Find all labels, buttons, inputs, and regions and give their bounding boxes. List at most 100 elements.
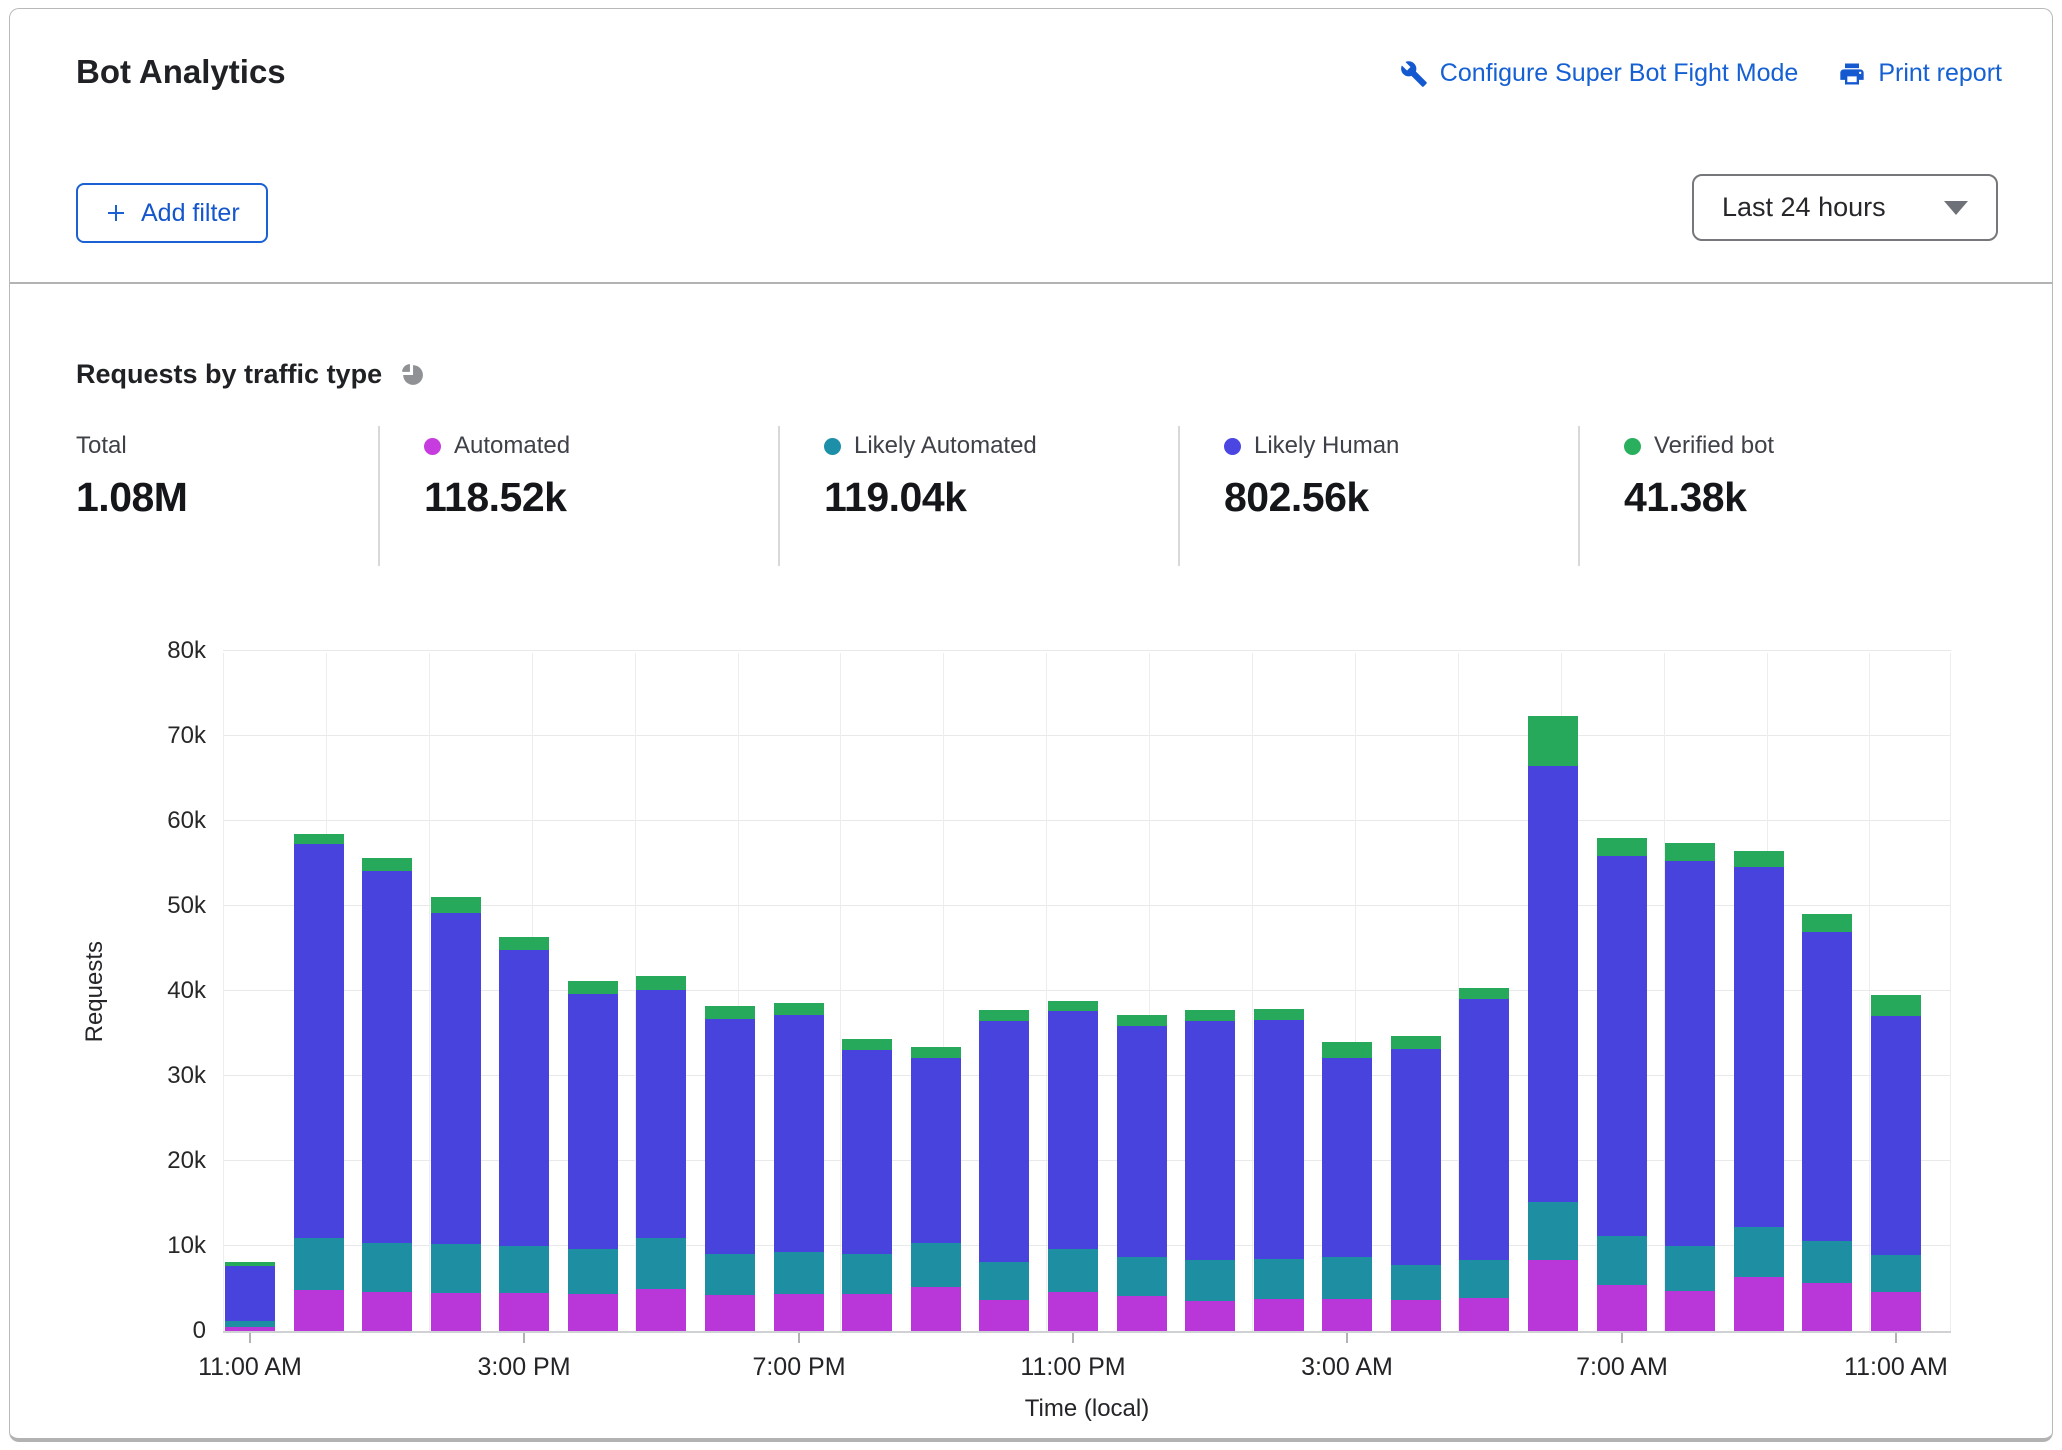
- bar-segment-likely-human[interactable]: [1185, 1021, 1235, 1260]
- bar-segment-likely-human[interactable]: [1391, 1049, 1441, 1265]
- bar-segment-likely-human[interactable]: [1117, 1026, 1167, 1257]
- bar-segment-likely-human[interactable]: [568, 994, 618, 1249]
- bar-segment-likely-automated[interactable]: [636, 1238, 686, 1289]
- bar-segment-automated[interactable]: [842, 1294, 892, 1331]
- bar-segment-verified-bot[interactable]: [705, 1006, 755, 1019]
- bar-segment-likely-automated[interactable]: [1117, 1257, 1167, 1296]
- bar-segment-verified-bot[interactable]: [1185, 1010, 1235, 1021]
- bar-segment-verified-bot[interactable]: [979, 1010, 1029, 1021]
- bar-segment-likely-human[interactable]: [1528, 766, 1578, 1202]
- bar-segment-automated[interactable]: [1665, 1291, 1715, 1331]
- bar-segment-automated[interactable]: [1802, 1283, 1852, 1331]
- bar-segment-automated[interactable]: [1391, 1300, 1441, 1331]
- bar-segment-likely-automated[interactable]: [1597, 1236, 1647, 1285]
- bar-segment-automated[interactable]: [568, 1294, 618, 1331]
- bar-segment-likely-automated[interactable]: [705, 1254, 755, 1295]
- bar-segment-likely-human[interactable]: [294, 844, 344, 1238]
- bar-segment-verified-bot[interactable]: [294, 834, 344, 844]
- bar-segment-likely-human[interactable]: [362, 871, 412, 1243]
- bar-segment-verified-bot[interactable]: [1459, 988, 1509, 999]
- bar-segment-automated[interactable]: [1597, 1285, 1647, 1331]
- time-range-select[interactable]: Last 24 hours: [1692, 174, 1998, 241]
- bar-segment-likely-human[interactable]: [431, 913, 481, 1244]
- bar-segment-automated[interactable]: [1185, 1301, 1235, 1331]
- bar-segment-likely-human[interactable]: [774, 1015, 824, 1252]
- bar-segment-verified-bot[interactable]: [1597, 838, 1647, 856]
- bar-segment-verified-bot[interactable]: [1665, 843, 1715, 861]
- bar-segment-verified-bot[interactable]: [1871, 995, 1921, 1016]
- bar-segment-verified-bot[interactable]: [499, 937, 549, 950]
- bar-segment-likely-human[interactable]: [979, 1021, 1029, 1262]
- bar-segment-likely-automated[interactable]: [842, 1254, 892, 1294]
- bar-segment-automated[interactable]: [431, 1293, 481, 1331]
- bar-segment-likely-human[interactable]: [1871, 1016, 1921, 1255]
- bar-segment-automated[interactable]: [774, 1294, 824, 1331]
- bar-segment-likely-automated[interactable]: [1871, 1255, 1921, 1292]
- bar-segment-automated[interactable]: [362, 1292, 412, 1331]
- bar-segment-automated[interactable]: [225, 1327, 275, 1331]
- bar-segment-automated[interactable]: [1528, 1260, 1578, 1331]
- bar-segment-automated[interactable]: [1048, 1292, 1098, 1331]
- bar-segment-automated[interactable]: [294, 1290, 344, 1331]
- bar-segment-verified-bot[interactable]: [1734, 851, 1784, 867]
- bar-segment-likely-human[interactable]: [1597, 856, 1647, 1236]
- bar-segment-likely-automated[interactable]: [911, 1243, 961, 1287]
- bar-segment-likely-automated[interactable]: [225, 1321, 275, 1327]
- bar-segment-likely-automated[interactable]: [979, 1262, 1029, 1300]
- bar-segment-verified-bot[interactable]: [431, 897, 481, 913]
- bar-segment-likely-human[interactable]: [1459, 999, 1509, 1260]
- bar-segment-verified-bot[interactable]: [636, 976, 686, 990]
- bar-segment-likely-automated[interactable]: [1391, 1265, 1441, 1300]
- bar-segment-automated[interactable]: [636, 1289, 686, 1331]
- bar-segment-verified-bot[interactable]: [1322, 1042, 1372, 1058]
- bar-segment-verified-bot[interactable]: [1391, 1036, 1441, 1049]
- bar-segment-likely-human[interactable]: [1254, 1020, 1304, 1259]
- bar-segment-verified-bot[interactable]: [1117, 1015, 1167, 1026]
- bar-segment-likely-automated[interactable]: [1459, 1260, 1509, 1298]
- bar-segment-likely-automated[interactable]: [362, 1243, 412, 1292]
- bar-segment-likely-automated[interactable]: [1734, 1227, 1784, 1277]
- bar-segment-likely-automated[interactable]: [1254, 1259, 1304, 1299]
- bar-segment-verified-bot[interactable]: [1254, 1009, 1304, 1020]
- bar-segment-likely-automated[interactable]: [1802, 1241, 1852, 1283]
- bar-segment-automated[interactable]: [911, 1287, 961, 1331]
- bar-segment-verified-bot[interactable]: [774, 1003, 824, 1015]
- bar-segment-verified-bot[interactable]: [568, 981, 618, 994]
- bar-segment-verified-bot[interactable]: [362, 858, 412, 871]
- bar-segment-likely-automated[interactable]: [1665, 1246, 1715, 1291]
- bar-segment-likely-automated[interactable]: [294, 1238, 344, 1290]
- bar-segment-likely-human[interactable]: [499, 950, 549, 1246]
- bar-segment-likely-human[interactable]: [705, 1019, 755, 1254]
- bar-segment-likely-human[interactable]: [1665, 861, 1715, 1246]
- bar-segment-likely-automated[interactable]: [431, 1244, 481, 1293]
- bar-segment-likely-human[interactable]: [1802, 932, 1852, 1241]
- bar-segment-verified-bot[interactable]: [225, 1262, 275, 1266]
- bar-segment-automated[interactable]: [499, 1293, 549, 1331]
- bar-segment-likely-human[interactable]: [636, 990, 686, 1238]
- bar-segment-likely-human[interactable]: [1048, 1011, 1098, 1249]
- bar-segment-automated[interactable]: [979, 1300, 1029, 1331]
- bar-segment-likely-human[interactable]: [225, 1266, 275, 1321]
- bar-segment-automated[interactable]: [1117, 1296, 1167, 1331]
- bar-segment-likely-automated[interactable]: [568, 1249, 618, 1294]
- bar-segment-automated[interactable]: [1254, 1299, 1304, 1331]
- bar-segment-likely-human[interactable]: [842, 1050, 892, 1254]
- bar-segment-likely-human[interactable]: [1734, 867, 1784, 1227]
- bar-segment-automated[interactable]: [1734, 1277, 1784, 1331]
- bar-segment-likely-automated[interactable]: [1528, 1202, 1578, 1260]
- bar-segment-likely-automated[interactable]: [1185, 1260, 1235, 1301]
- bar-segment-verified-bot[interactable]: [1528, 716, 1578, 766]
- bar-segment-automated[interactable]: [1871, 1292, 1921, 1331]
- add-filter-button[interactable]: Add filter: [76, 183, 268, 243]
- bar-segment-automated[interactable]: [705, 1295, 755, 1331]
- bar-segment-automated[interactable]: [1322, 1299, 1372, 1331]
- bar-segment-verified-bot[interactable]: [1048, 1001, 1098, 1011]
- bar-segment-likely-automated[interactable]: [1322, 1257, 1372, 1299]
- bar-segment-likely-automated[interactable]: [774, 1252, 824, 1294]
- bar-segment-automated[interactable]: [1459, 1298, 1509, 1331]
- bar-segment-verified-bot[interactable]: [911, 1047, 961, 1058]
- bar-segment-likely-automated[interactable]: [499, 1246, 549, 1293]
- bar-segment-likely-automated[interactable]: [1048, 1249, 1098, 1292]
- bar-segment-verified-bot[interactable]: [1802, 914, 1852, 932]
- configure-super-bot-fight-mode-link[interactable]: Configure Super Bot Fight Mode: [1400, 59, 1799, 88]
